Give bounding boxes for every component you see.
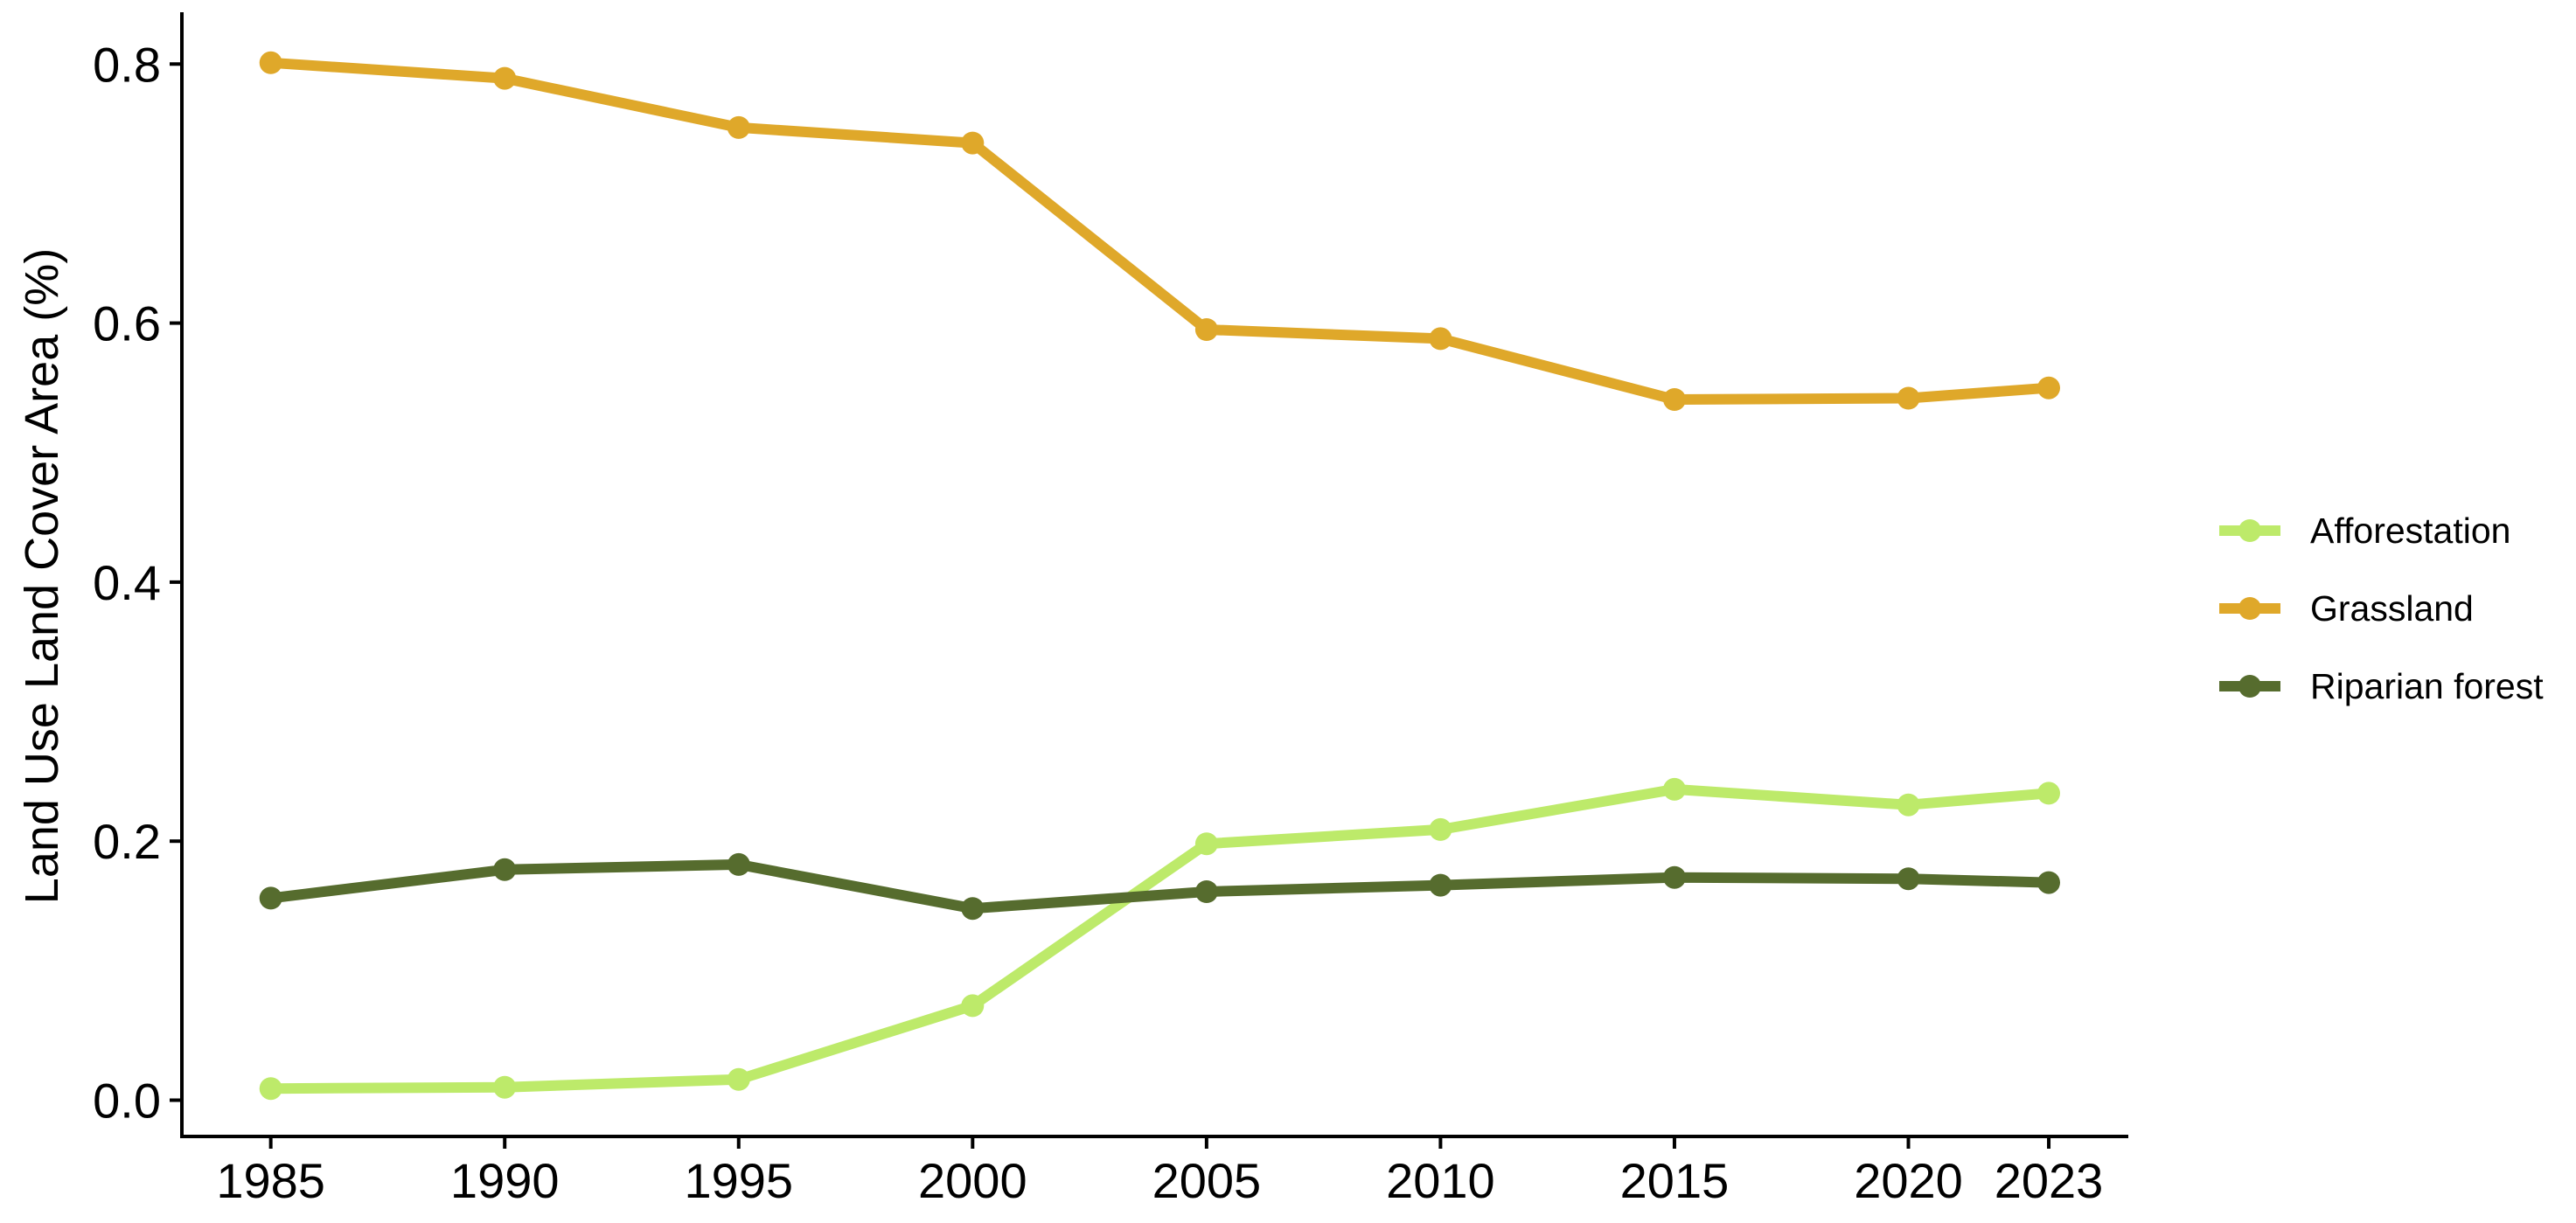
series-line-grassland: [265, 57, 2054, 405]
data-point-afforestation: [2037, 782, 2060, 805]
data-point-afforestation: [259, 1077, 282, 1101]
legend: Afforestation Grassland Riparian forest: [2219, 511, 2544, 706]
series-afforestation: [259, 777, 2060, 1101]
data-point-riparian-forest: [1663, 865, 1686, 889]
x-tick-label: 2020: [1854, 1153, 1963, 1208]
plot-area: 0.0 0.2 0.4 0.6 0.8 1985 1990 1995 2000 2005 2010…: [93, 12, 2128, 1208]
legend-item-grassland: Grassland: [2219, 588, 2474, 629]
series-riparian-forest: [259, 852, 2060, 921]
legend-key-point: [2238, 519, 2261, 542]
legend-item-afforestation: Afforestation: [2219, 511, 2510, 551]
data-point-grassland: [493, 66, 517, 90]
data-point-riparian-forest: [961, 897, 985, 921]
data-point-grassland: [1663, 388, 1686, 411]
data-point-grassland: [727, 115, 750, 139]
data-point-grassland: [259, 51, 282, 74]
y-tick-label: 0.0: [93, 1074, 161, 1129]
data-point-afforestation: [493, 1075, 517, 1099]
y-tick-label: 0.4: [93, 555, 161, 610]
y-axis-title: Land Use Land Cover Area (%): [16, 248, 68, 904]
data-point-riparian-forest: [1429, 873, 1452, 897]
data-point-riparian-forest: [493, 858, 517, 881]
data-point-riparian-forest: [1897, 867, 1920, 891]
data-point-riparian-forest: [259, 886, 282, 910]
legend-key-point: [2238, 597, 2261, 620]
data-point-afforestation: [1429, 817, 1452, 841]
data-point-afforestation: [1194, 832, 1218, 856]
data-point-riparian-forest: [1194, 880, 1218, 903]
x-tick-label: 2000: [918, 1153, 1027, 1208]
y-axis-ticks: 0.0 0.2 0.4 0.6 0.8: [93, 37, 182, 1129]
legend-label: Riparian forest: [2310, 666, 2544, 706]
y-tick-label: 0.2: [93, 814, 161, 869]
x-axis-ticks: 1985 1990 1995 2000 2005 2010 2015 2020 2023: [216, 1136, 2103, 1208]
data-point-afforestation: [727, 1067, 750, 1091]
legend-key-point: [2238, 675, 2261, 698]
data-point-grassland: [1194, 318, 1218, 341]
data-point-afforestation: [961, 994, 985, 1018]
x-tick-label: 2005: [1152, 1153, 1262, 1208]
x-tick-label: 1985: [216, 1153, 325, 1208]
series-line-afforestation: [265, 783, 2054, 1094]
x-tick-label: 2010: [1386, 1153, 1495, 1208]
data-point-riparian-forest: [2037, 871, 2060, 894]
data-point-afforestation: [1897, 793, 1920, 816]
data-point-grassland: [1429, 327, 1452, 351]
data-point-riparian-forest: [727, 852, 750, 876]
data-point-grassland: [961, 131, 985, 155]
x-tick-label: 2023: [1995, 1153, 2104, 1208]
y-tick-label: 0.6: [93, 296, 161, 351]
legend-label: Afforestation: [2310, 511, 2510, 551]
data-point-grassland: [2037, 376, 2060, 400]
legend-label: Grassland: [2310, 588, 2474, 629]
series-layer: [259, 51, 2060, 1101]
x-tick-label: 1990: [450, 1153, 560, 1208]
data-point-grassland: [1897, 386, 1920, 410]
x-tick-label: 2015: [1620, 1153, 1730, 1208]
y-tick-label: 0.8: [93, 37, 161, 92]
x-tick-label: 1995: [684, 1153, 793, 1208]
series-grassland: [259, 51, 2060, 411]
legend-item-riparian-forest: Riparian forest: [2219, 666, 2544, 706]
data-point-afforestation: [1663, 777, 1686, 801]
